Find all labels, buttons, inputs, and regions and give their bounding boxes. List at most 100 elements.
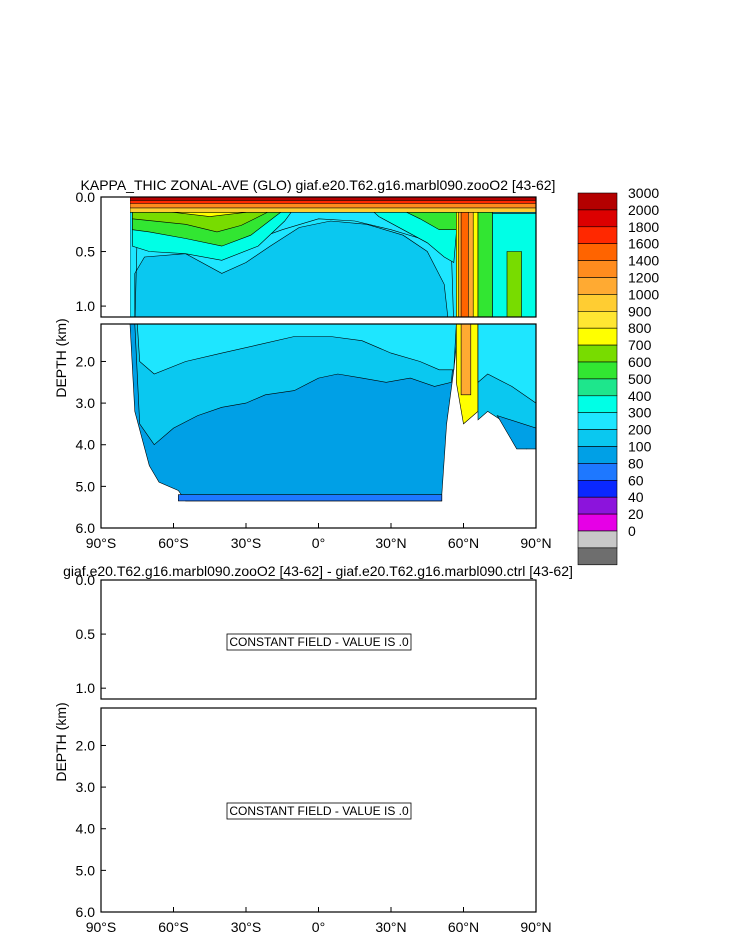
plot2-xtick-label: 30°S (231, 919, 262, 935)
colorbar-label: 500 (628, 371, 652, 387)
plot1-upper-frame (100, 196, 537, 318)
colorbar-label: 800 (628, 320, 652, 336)
colorbar-label: 100 (628, 439, 652, 455)
plot1-y-ticks-upper: 0.0 0.5 1.0 (76, 189, 106, 314)
colorbar-swatch (577, 513, 618, 532)
colorbar-label: 1800 (628, 219, 659, 235)
colorbar-label: 300 (628, 405, 652, 421)
constant-field-note-upper: CONSTANT FIELD - VALUE IS .0 (229, 635, 409, 649)
plot1-upper-field (101, 197, 536, 317)
colorbar-label: 60 (628, 472, 644, 488)
colorbar-swatch (577, 344, 618, 363)
constant-field-note-lower: CONSTANT FIELD - VALUE IS .0 (229, 804, 409, 818)
colorbar-label: 1600 (628, 236, 659, 252)
land-antarctica-upper (101, 197, 130, 317)
plot2-xtick-label: 60°N (448, 919, 479, 935)
plot2-ytick-label-lower: 4.0 (76, 821, 96, 837)
constant-field-box-lower: CONSTANT FIELD - VALUE IS .0 (226, 802, 412, 820)
colorbar-swatch (577, 496, 618, 515)
colorbar-label: 700 (628, 337, 652, 353)
colorbar-label: 3000 (628, 185, 659, 201)
plot1-xtick-label: 30°N (375, 535, 406, 551)
contour-band-300 (134, 220, 449, 317)
plot1-ytick-label-upper: 1.0 (76, 298, 96, 314)
plot2-ytick-label-upper: 0.0 (76, 572, 96, 588)
plot2-xtick-label: 90°N (520, 919, 551, 935)
colorbar-label: 900 (628, 303, 652, 319)
colorbar-swatch (577, 429, 618, 447)
plot1-ytick-label-lower: 5.0 (76, 478, 96, 494)
plot2-ytick-label-upper: 0.5 (76, 626, 96, 642)
colorbar-label: 1000 (628, 286, 659, 302)
colorbar-swatch (577, 226, 618, 245)
colorbar-swatch (577, 378, 618, 397)
contour-arctic-deep-200 (496, 415, 536, 450)
plot2-y-axis-label: DEPTH (km) (53, 702, 69, 781)
plot2-xtick-label: 30°N (375, 919, 406, 935)
plot2-title: giaf.e20.T62.g16.marbl090.zooO2 [43-62] … (63, 563, 573, 579)
plot2-y-ticks-lower: 2.0 3.0 4.0 5.0 6.0 (76, 737, 106, 920)
plot1-lower-field (129, 324, 536, 528)
plot1-xtick-label: 30°S (231, 535, 262, 551)
plot1-ytick-label-upper: 0.5 (76, 244, 96, 260)
colorbar-swatch (577, 243, 618, 261)
colorbar-label: 20 (628, 506, 644, 522)
plot1-ytick-label-lower: 2.0 (76, 353, 96, 369)
colorbar-swatch (577, 463, 618, 481)
colorbar-label: 600 (628, 354, 652, 370)
constant-field-box-upper: CONSTANT FIELD - VALUE IS .0 (226, 633, 412, 651)
colorbar-swatch (577, 294, 618, 312)
colorbar-swatch (577, 192, 618, 211)
colorbar-swatch (577, 277, 618, 295)
colorbar: 3000200018001600140012001000900800700600… (577, 185, 659, 566)
plot1-title: KAPPA_THIC ZONAL-AVE (GLO) giaf.e20.T62.… (81, 177, 556, 193)
plot2-ytick-label-lower: 2.0 (76, 737, 96, 753)
colorbar-swatch (577, 395, 618, 413)
plot2-ytick-label-lower: 5.0 (76, 862, 96, 878)
colorbar-label: 80 (628, 455, 644, 471)
plot1-xtick-label: 90°N (520, 535, 551, 551)
plot2-x-ticks: 90°S 60°S 30°S 0° 30°N 60°N 90°N (86, 907, 552, 935)
contour-arctic-600 (477, 207, 493, 317)
colorbar-swatch (577, 361, 618, 380)
colorbar-swatch (577, 479, 618, 498)
plot1-ytick-label-lower: 3.0 (76, 395, 96, 411)
plot1-y-ticks-lower: 2.0 3.0 4.0 5.0 6.0 (76, 353, 106, 536)
colorbar-swatch (577, 547, 618, 566)
colorbar-swatch (577, 310, 618, 329)
plot2-ytick-label-upper: 1.0 (76, 680, 96, 696)
contour-band-100 (178, 494, 443, 502)
contour-band-400-deep (136, 324, 457, 375)
plot2-xtick-label: 90°S (86, 919, 117, 935)
plot1-ytick-label-upper: 0.0 (76, 189, 96, 205)
colorbar-swatch (577, 327, 618, 346)
plot1-ytick-label-lower: 6.0 (76, 520, 96, 536)
plot1-ytick-label-lower: 4.0 (76, 437, 96, 453)
plot2-ytick-label-lower: 6.0 (76, 904, 96, 920)
plot1-xtick-label: 90°S (86, 535, 117, 551)
colorbar-label: 200 (628, 422, 652, 438)
plot1-xtick-label: 60°N (448, 535, 479, 551)
plot1-xtick-label: 60°S (158, 535, 189, 551)
colorbar-swatch (577, 412, 618, 430)
colorbar-swatch (577, 446, 618, 464)
colorbar-label: 40 (628, 489, 644, 505)
colorbar-label: 2000 (628, 202, 659, 218)
plot2-xtick-label: 0° (312, 919, 325, 935)
contour-plume-1600 (460, 197, 469, 317)
contour-plume-lower-1200 (460, 324, 472, 396)
colorbar-label: 1200 (628, 270, 659, 286)
plot2-ytick-label-lower: 3.0 (76, 779, 96, 795)
colorbar-swatch (577, 260, 618, 278)
plot2-y-ticks-upper: 0.0 0.5 1.0 (76, 572, 106, 696)
colorbar-label: 1400 (628, 253, 659, 269)
plot1-x-ticks: 90°S 60°S 30°S 0° 30°N 60°N 90°N (86, 523, 552, 551)
colorbar-label: 400 (628, 388, 652, 404)
plot2-xtick-label: 60°S (158, 919, 189, 935)
contour-arctic-700 (506, 251, 522, 317)
colorbar-label: 0 (628, 523, 636, 539)
colorbar-swatch (577, 530, 618, 549)
contour-arctic-deep-400 (477, 324, 536, 404)
plot1-y-axis-label: DEPTH (km) (53, 318, 69, 397)
